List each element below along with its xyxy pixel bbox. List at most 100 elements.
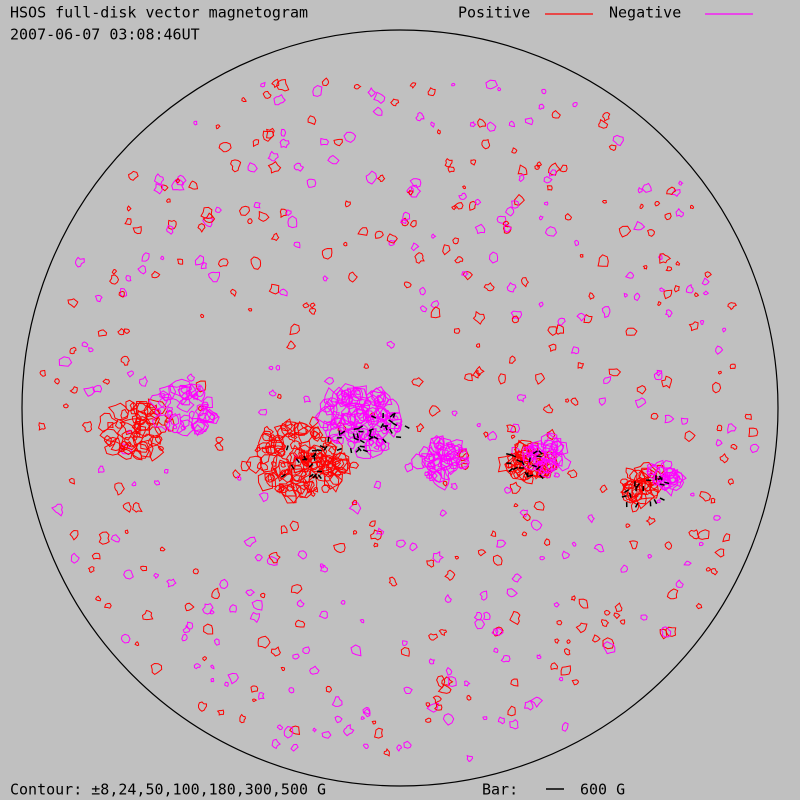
contour xyxy=(232,469,241,479)
contour xyxy=(451,83,456,87)
contour xyxy=(371,720,377,725)
contour xyxy=(247,308,253,312)
vector-mark xyxy=(340,430,346,435)
legend-label: Negative xyxy=(609,4,681,22)
contour xyxy=(367,87,377,98)
vector-mark xyxy=(539,474,544,480)
contour xyxy=(602,111,611,122)
contour xyxy=(462,185,467,190)
contour xyxy=(324,400,335,416)
contour xyxy=(340,405,359,426)
contour xyxy=(195,380,207,393)
contour xyxy=(522,471,534,485)
contour xyxy=(322,420,333,432)
contour xyxy=(97,465,105,474)
vector-mark xyxy=(302,458,308,461)
contour xyxy=(190,417,210,433)
contour xyxy=(497,86,502,92)
contour xyxy=(276,427,289,440)
contour xyxy=(619,619,626,625)
contour xyxy=(197,223,206,233)
legend-label: Positive xyxy=(458,4,530,22)
contour xyxy=(348,271,358,283)
contour xyxy=(293,241,301,249)
contour xyxy=(483,611,491,621)
contour xyxy=(454,256,464,264)
contour xyxy=(452,237,459,245)
contour xyxy=(257,408,268,416)
contour xyxy=(334,458,352,472)
contour xyxy=(517,164,528,176)
contour xyxy=(639,481,652,496)
contour xyxy=(325,685,333,693)
contour xyxy=(288,725,301,735)
vector-mark xyxy=(392,422,398,427)
vector-mark xyxy=(520,460,525,466)
vector-mark xyxy=(368,428,374,432)
contour xyxy=(363,363,369,369)
contour xyxy=(510,461,529,482)
contour xyxy=(238,205,251,216)
contour xyxy=(432,550,444,563)
contour xyxy=(217,258,229,268)
contour xyxy=(495,627,504,637)
contour xyxy=(289,520,300,532)
contour xyxy=(257,635,271,649)
vector-mark xyxy=(532,450,538,455)
contour xyxy=(227,672,239,685)
contour xyxy=(194,254,205,266)
contour xyxy=(190,418,206,432)
contour xyxy=(510,434,516,440)
contour xyxy=(375,389,393,408)
contour xyxy=(657,254,663,261)
vector-mark xyxy=(404,425,410,429)
contour xyxy=(200,403,208,410)
contour xyxy=(647,553,653,559)
contour xyxy=(411,377,424,388)
contour xyxy=(439,509,448,517)
contour xyxy=(294,619,306,628)
contour xyxy=(409,220,417,228)
contour xyxy=(458,446,466,453)
contour xyxy=(151,270,161,279)
contour xyxy=(310,490,316,498)
contour xyxy=(479,590,488,601)
contour xyxy=(466,754,474,763)
contour xyxy=(533,501,545,511)
contour xyxy=(699,491,712,502)
contour xyxy=(625,327,638,336)
vector-mark xyxy=(308,473,314,478)
contour xyxy=(572,101,578,108)
contour xyxy=(159,384,177,401)
contour xyxy=(551,110,561,119)
vector-mark xyxy=(317,474,322,480)
contour xyxy=(147,434,162,447)
contour xyxy=(374,230,384,239)
contour xyxy=(297,425,315,444)
contour xyxy=(401,640,408,646)
contour xyxy=(727,478,734,486)
contour xyxy=(193,663,202,670)
contour xyxy=(717,370,722,375)
contour xyxy=(327,445,336,455)
contour xyxy=(195,387,205,397)
contour xyxy=(571,541,577,547)
contour xyxy=(659,253,672,264)
contour xyxy=(373,91,386,105)
contour xyxy=(623,292,628,298)
contour xyxy=(213,638,220,646)
contour xyxy=(107,402,130,422)
vector-mark xyxy=(336,447,342,452)
vector-mark xyxy=(353,437,359,441)
contour xyxy=(634,397,647,409)
contour xyxy=(490,530,497,537)
contour xyxy=(659,287,666,292)
contour xyxy=(334,715,343,724)
contour xyxy=(126,205,132,212)
contour xyxy=(321,731,332,739)
contour xyxy=(558,676,564,682)
contour xyxy=(257,472,274,492)
contour xyxy=(154,408,162,416)
contour xyxy=(147,442,165,462)
contour xyxy=(262,130,275,142)
